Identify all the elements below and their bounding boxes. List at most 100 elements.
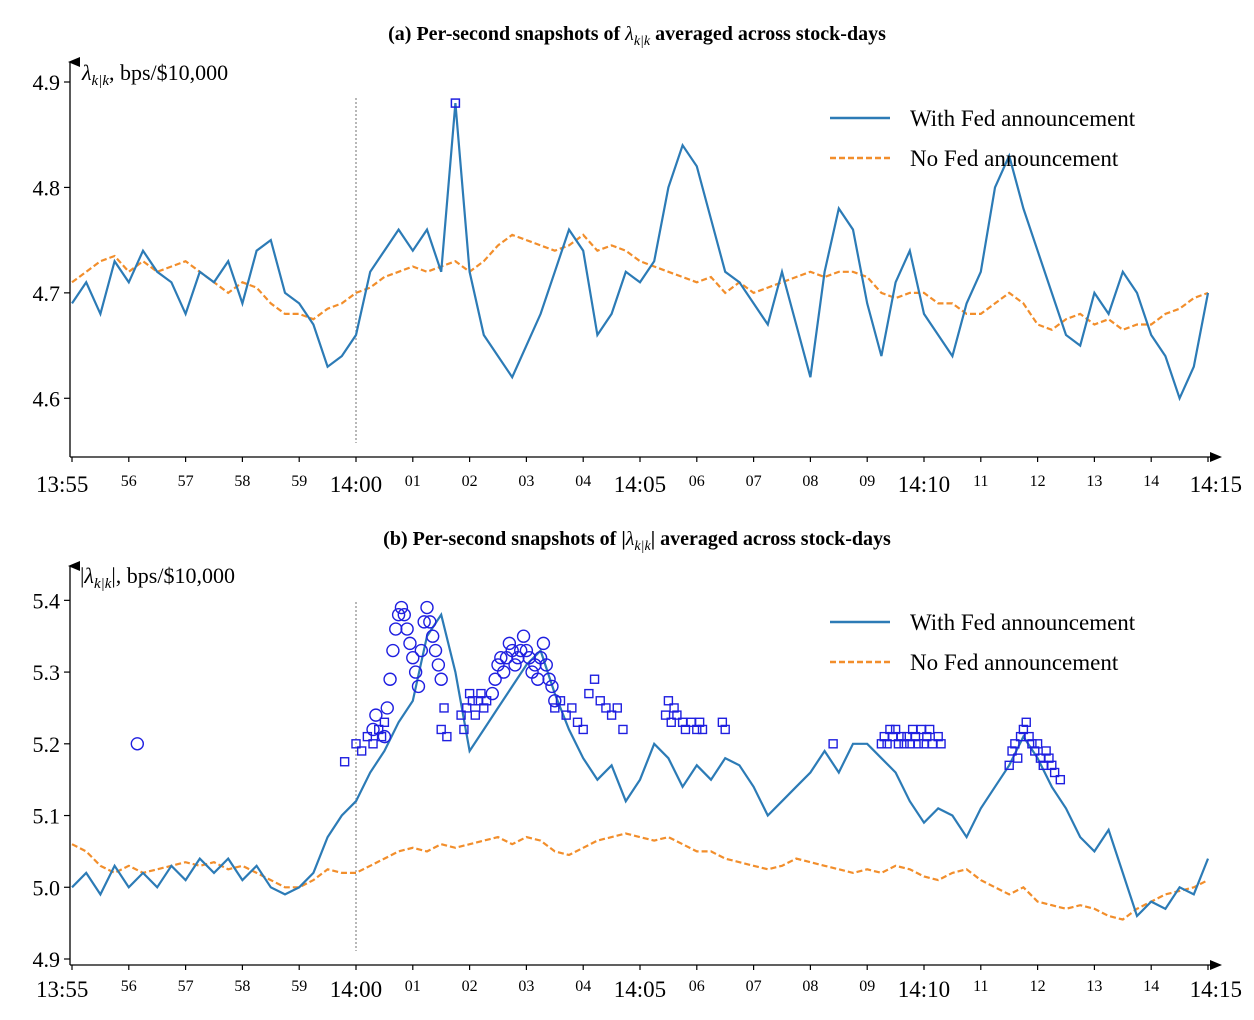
panel-b-x-axis-ticks: 13:55 56 57 58 59 14:00 01 02 03 04 14:05 06 07 08 09 1…	[36, 965, 1242, 1002]
circle-marker	[420, 600, 434, 615]
square-marker	[1010, 739, 1020, 749]
x-tick-label: 02	[462, 473, 478, 490]
circle-marker	[411, 679, 426, 694]
panel-a-legend-fed-label: With Fed announcement	[910, 106, 1136, 131]
x-tick-label: 06	[689, 473, 705, 490]
circle-marker	[434, 672, 448, 686]
x-tick-label: 08	[802, 473, 818, 490]
x-tick-label: 12	[1030, 978, 1046, 995]
square-marker	[481, 696, 492, 706]
peak-marker	[450, 98, 461, 108]
square-marker	[467, 696, 478, 706]
square-marker	[456, 710, 466, 720]
circle-marker	[391, 607, 406, 622]
x-tick-label: 58	[234, 473, 250, 490]
circle-marker	[400, 622, 414, 636]
circle-marker	[383, 672, 397, 686]
square-marker	[893, 739, 904, 749]
circle-marker	[389, 622, 403, 636]
square-marker	[612, 703, 622, 713]
x-tick-label: 14:10	[898, 472, 950, 497]
square-marker	[720, 724, 730, 735]
x-tick-label: 59	[291, 978, 307, 995]
square-marker	[669, 703, 679, 713]
square-marker	[618, 724, 628, 735]
panel-b-y-axis-ticks: 4.9 5.0 5.1 5.2 5.3 5.4	[33, 588, 70, 972]
panel-a-title: (a) Per-second snapshots of λk|k average…	[388, 23, 886, 49]
x-tick-label: 14:00	[330, 977, 382, 1002]
square-marker	[663, 696, 674, 706]
panel-b-ylabel: |λk|k|, bps/$10,000	[80, 563, 235, 592]
square-marker	[584, 688, 594, 699]
circle-marker	[508, 658, 522, 672]
square-marker	[876, 739, 887, 749]
circle-marker	[403, 636, 417, 651]
square-marker	[1055, 774, 1066, 785]
square-marker	[555, 696, 566, 706]
circle-marker	[408, 665, 423, 679]
square-marker	[666, 717, 676, 727]
circle-marker	[394, 600, 409, 615]
x-tick-label: 08	[802, 978, 818, 995]
circle-marker	[380, 701, 394, 715]
square-marker	[476, 688, 486, 699]
x-tick-label: 59	[291, 473, 307, 490]
circle-marker	[130, 737, 145, 751]
y-tick-label: 4.8	[33, 175, 61, 200]
y-tick-label: 4.7	[33, 281, 61, 306]
square-marker	[1032, 739, 1043, 749]
circle-marker	[545, 679, 559, 694]
x-tick-label: 02	[462, 978, 478, 995]
square-marker	[680, 724, 691, 735]
x-tick-label: 57	[178, 473, 194, 490]
square-marker	[1018, 724, 1029, 735]
y-tick-label: 5.1	[33, 804, 61, 829]
square-marker	[550, 703, 560, 713]
square-marker	[589, 674, 600, 684]
circle-marker	[548, 694, 562, 708]
x-tick-label: 03	[518, 473, 534, 490]
x-tick-label: 04	[575, 978, 591, 995]
circle-marker	[502, 636, 517, 651]
circle-marker	[539, 658, 553, 672]
square-marker	[351, 739, 361, 749]
x-tick-label: 14:00	[330, 472, 382, 497]
square-marker	[660, 710, 671, 720]
square-marker	[1007, 746, 1017, 756]
square-marker	[362, 731, 373, 742]
square-marker	[717, 717, 728, 727]
square-marker	[1004, 760, 1014, 771]
x-tick-label: 07	[746, 473, 762, 490]
square-marker	[899, 739, 909, 749]
square-marker	[379, 717, 390, 727]
circle-marker	[514, 643, 528, 658]
x-tick-label: 14:10	[898, 977, 950, 1002]
x-tick-label: 03	[518, 978, 534, 995]
panel-a-ylabel: λk|k, bps/$10,000	[81, 60, 228, 89]
x-tick-label: 57	[178, 978, 194, 995]
circle-marker	[423, 615, 437, 629]
square-marker	[1024, 731, 1034, 742]
square-marker	[828, 739, 838, 749]
x-tick-label: 11	[973, 473, 988, 490]
x-tick-label: 14:15	[1190, 977, 1242, 1002]
circle-marker	[488, 672, 502, 686]
x-tick-label: 13:55	[36, 472, 88, 497]
x-tick-label: 56	[121, 978, 137, 995]
square-marker	[561, 710, 571, 720]
square-marker	[376, 731, 387, 742]
panel-b-legend-fed-label: With Fed announcement	[910, 610, 1136, 635]
x-tick-label: 13	[1086, 473, 1102, 490]
panel-b-legend: With Fed announcement No Fed announcemen…	[830, 610, 1136, 675]
square-marker	[1047, 760, 1057, 771]
y-tick-label: 4.9	[33, 70, 61, 95]
circle-marker	[406, 651, 420, 665]
square-marker	[1030, 746, 1040, 756]
x-tick-label: 56	[121, 473, 137, 490]
x-tick-label: 14:05	[614, 977, 666, 1002]
x-tick-label: 06	[689, 978, 705, 995]
square-marker	[885, 724, 895, 735]
x-tick-label: 09	[859, 473, 875, 490]
circle-marker	[425, 629, 440, 643]
